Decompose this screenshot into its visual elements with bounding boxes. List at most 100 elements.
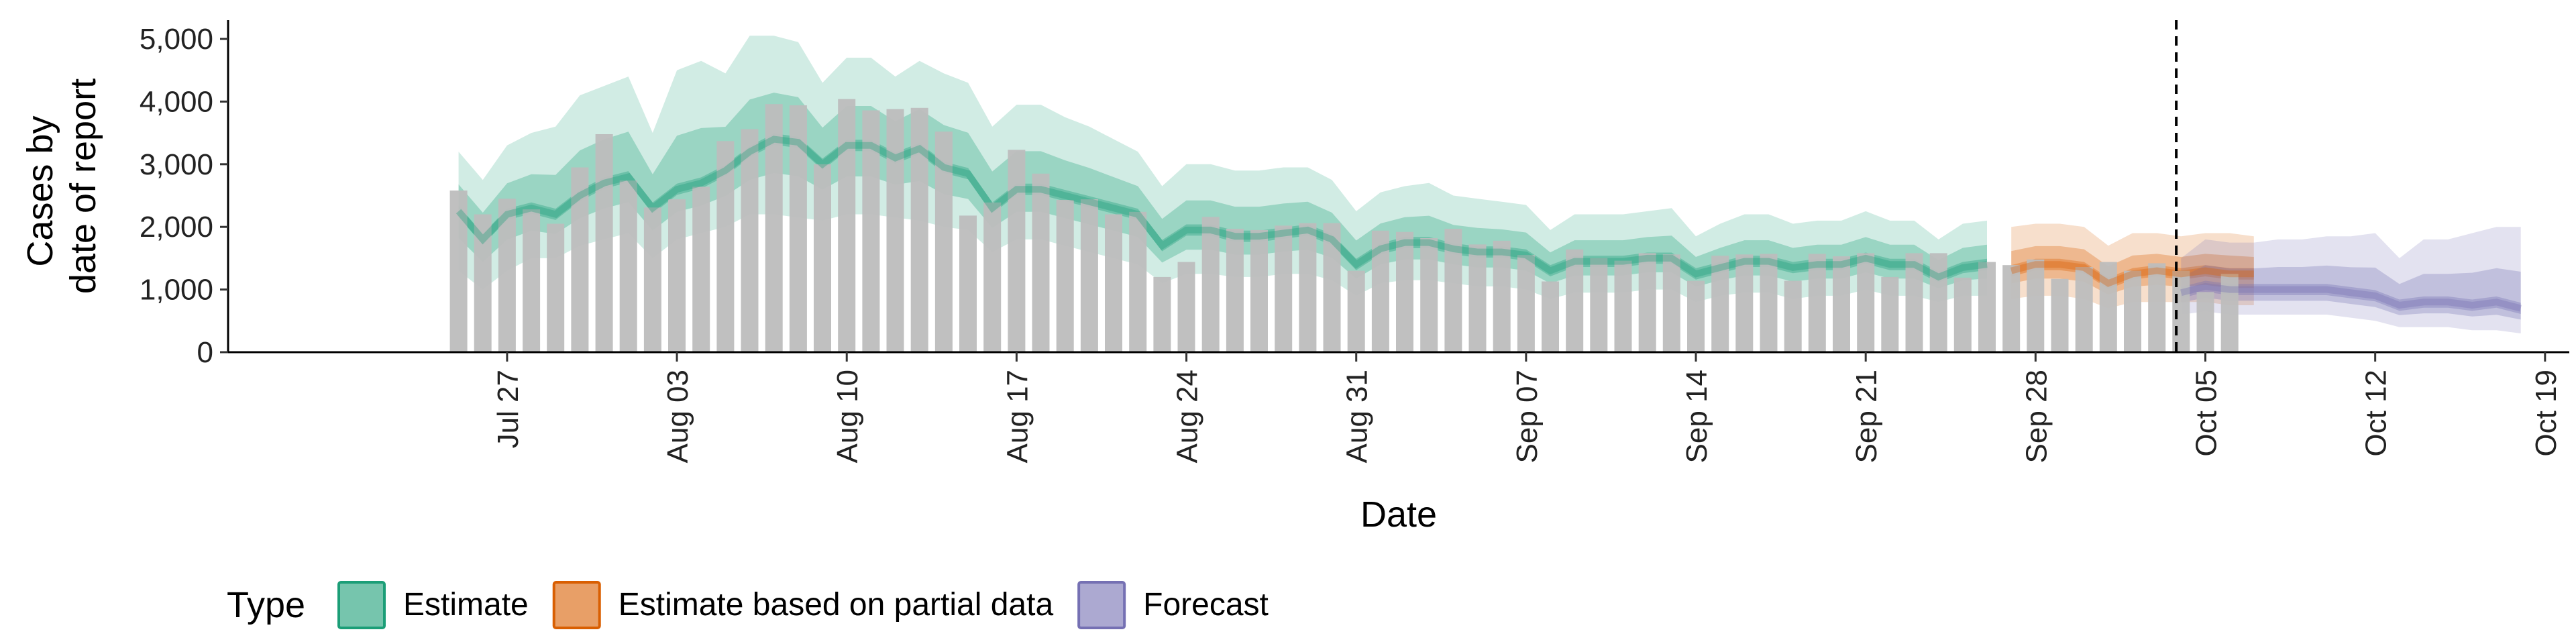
bar <box>1808 254 1826 352</box>
bar <box>2027 259 2045 352</box>
bar <box>1614 260 1632 352</box>
bar <box>1201 217 1220 352</box>
bar <box>523 209 541 352</box>
x-tick-label: Aug 10 <box>831 370 864 463</box>
x-tick-label: Sep 21 <box>1850 370 1883 463</box>
legend: Type Estimate Estimate based on partial d… <box>227 581 1269 629</box>
bar <box>765 104 783 352</box>
bar <box>1275 225 1293 352</box>
bar <box>1590 258 1608 352</box>
bar <box>1929 253 1947 352</box>
bar <box>2051 278 2069 352</box>
bar <box>886 109 904 352</box>
bar <box>1978 262 1996 352</box>
bar <box>643 207 661 352</box>
bar <box>2099 262 2117 352</box>
bar <box>2002 265 2021 352</box>
bar <box>2075 267 2093 352</box>
bar <box>2148 263 2166 352</box>
y-axis-title: Cases by date of report <box>20 78 103 294</box>
bar <box>1105 214 1122 352</box>
y-tick-label: 4,000 <box>140 85 213 118</box>
bar <box>1153 276 1171 352</box>
bar <box>1857 253 1875 352</box>
bar <box>1008 150 1026 353</box>
bar <box>1420 238 1438 352</box>
bar <box>1784 280 1802 352</box>
bar <box>862 110 880 352</box>
bar <box>498 199 516 352</box>
bar <box>1323 223 1341 352</box>
x-tick-label: Aug 31 <box>1341 370 1374 463</box>
bar <box>2220 274 2239 352</box>
x-tick-label: Aug 17 <box>1001 370 1034 463</box>
bar <box>789 105 807 352</box>
y-axis-title-line-1: Cases by <box>20 115 60 266</box>
bar <box>716 141 735 353</box>
x-axis-title: Date <box>1360 494 1437 535</box>
bar <box>449 191 468 352</box>
estimate-median-line <box>455 136 1988 281</box>
bar <box>1299 223 1317 352</box>
bar <box>1517 255 1535 352</box>
x-tick-label: Sep 14 <box>1680 370 1713 463</box>
y-tick-label: 2,000 <box>140 211 213 244</box>
bar <box>668 199 686 352</box>
bar <box>1760 254 1778 352</box>
axes: 0 1,000 2,000 3,000 4,000 5,000 Jul 27 Aug 03 A… <box>140 20 2569 463</box>
bar <box>1833 256 1850 352</box>
bar <box>983 202 1002 352</box>
estimate-based-on-partial-data-outer-band <box>2011 223 2254 309</box>
x-tick-label: Aug 24 <box>1171 370 1204 463</box>
bar <box>1371 230 1389 352</box>
bar <box>959 215 977 352</box>
bar <box>1396 231 1413 352</box>
bar <box>838 99 856 352</box>
bar <box>910 107 928 353</box>
bar <box>1881 276 1899 352</box>
y-tick-label: 3,000 <box>140 148 213 181</box>
bar <box>692 186 710 352</box>
bar-layer <box>449 99 2239 353</box>
legend-label-estimate: Estimate <box>403 587 529 623</box>
bar <box>1056 200 1074 352</box>
bar <box>1080 199 1098 352</box>
forecast-median-band <box>2181 280 2521 314</box>
legend-key-estimate <box>337 581 386 629</box>
estimate-based-on-partial-data-inner-band <box>2011 246 2254 295</box>
x-tick-label: Sep 07 <box>1511 370 1544 463</box>
bar <box>595 134 613 352</box>
bar <box>547 223 565 352</box>
forecast-median-line <box>2180 282 2522 312</box>
x-tick-label: Oct 12 <box>2360 370 2393 457</box>
bar <box>1226 229 1244 352</box>
y-tick-label: 1,000 <box>140 274 213 307</box>
bar <box>1542 281 1559 352</box>
y-tick-label: 0 <box>197 336 213 369</box>
x-tick-label: Jul 27 <box>492 370 525 448</box>
bar <box>1468 244 1487 352</box>
bar <box>741 129 759 352</box>
legend-label-forecast: Forecast <box>1143 587 1269 623</box>
y-axis-title-line-2: date of report <box>63 78 103 294</box>
bar <box>1905 253 1923 352</box>
bar <box>1177 262 1195 352</box>
bar <box>1566 249 1584 352</box>
bar <box>1687 280 1705 352</box>
forecast-outer-band <box>2181 227 2521 333</box>
bar <box>619 180 637 352</box>
bar <box>571 167 589 352</box>
bar <box>1711 256 1729 352</box>
legend-key-forecast <box>1077 581 1126 629</box>
forecast-inner-band <box>2181 265 2521 320</box>
x-tick-label: Aug 03 <box>661 370 694 463</box>
x-tick-label: Sep 28 <box>2020 370 2053 463</box>
x-tick-label: Oct 19 <box>2530 370 2563 457</box>
x-axis-ticks: Jul 27 Aug 03 Aug 10 Aug 17 Aug 24 Aug 31 Sep … <box>492 352 2563 463</box>
bar <box>2124 270 2141 352</box>
bar <box>1250 229 1268 352</box>
bar <box>1032 173 1050 352</box>
bar <box>1953 277 1972 352</box>
legend-key-estimate-based-on-partial-data <box>552 581 601 629</box>
